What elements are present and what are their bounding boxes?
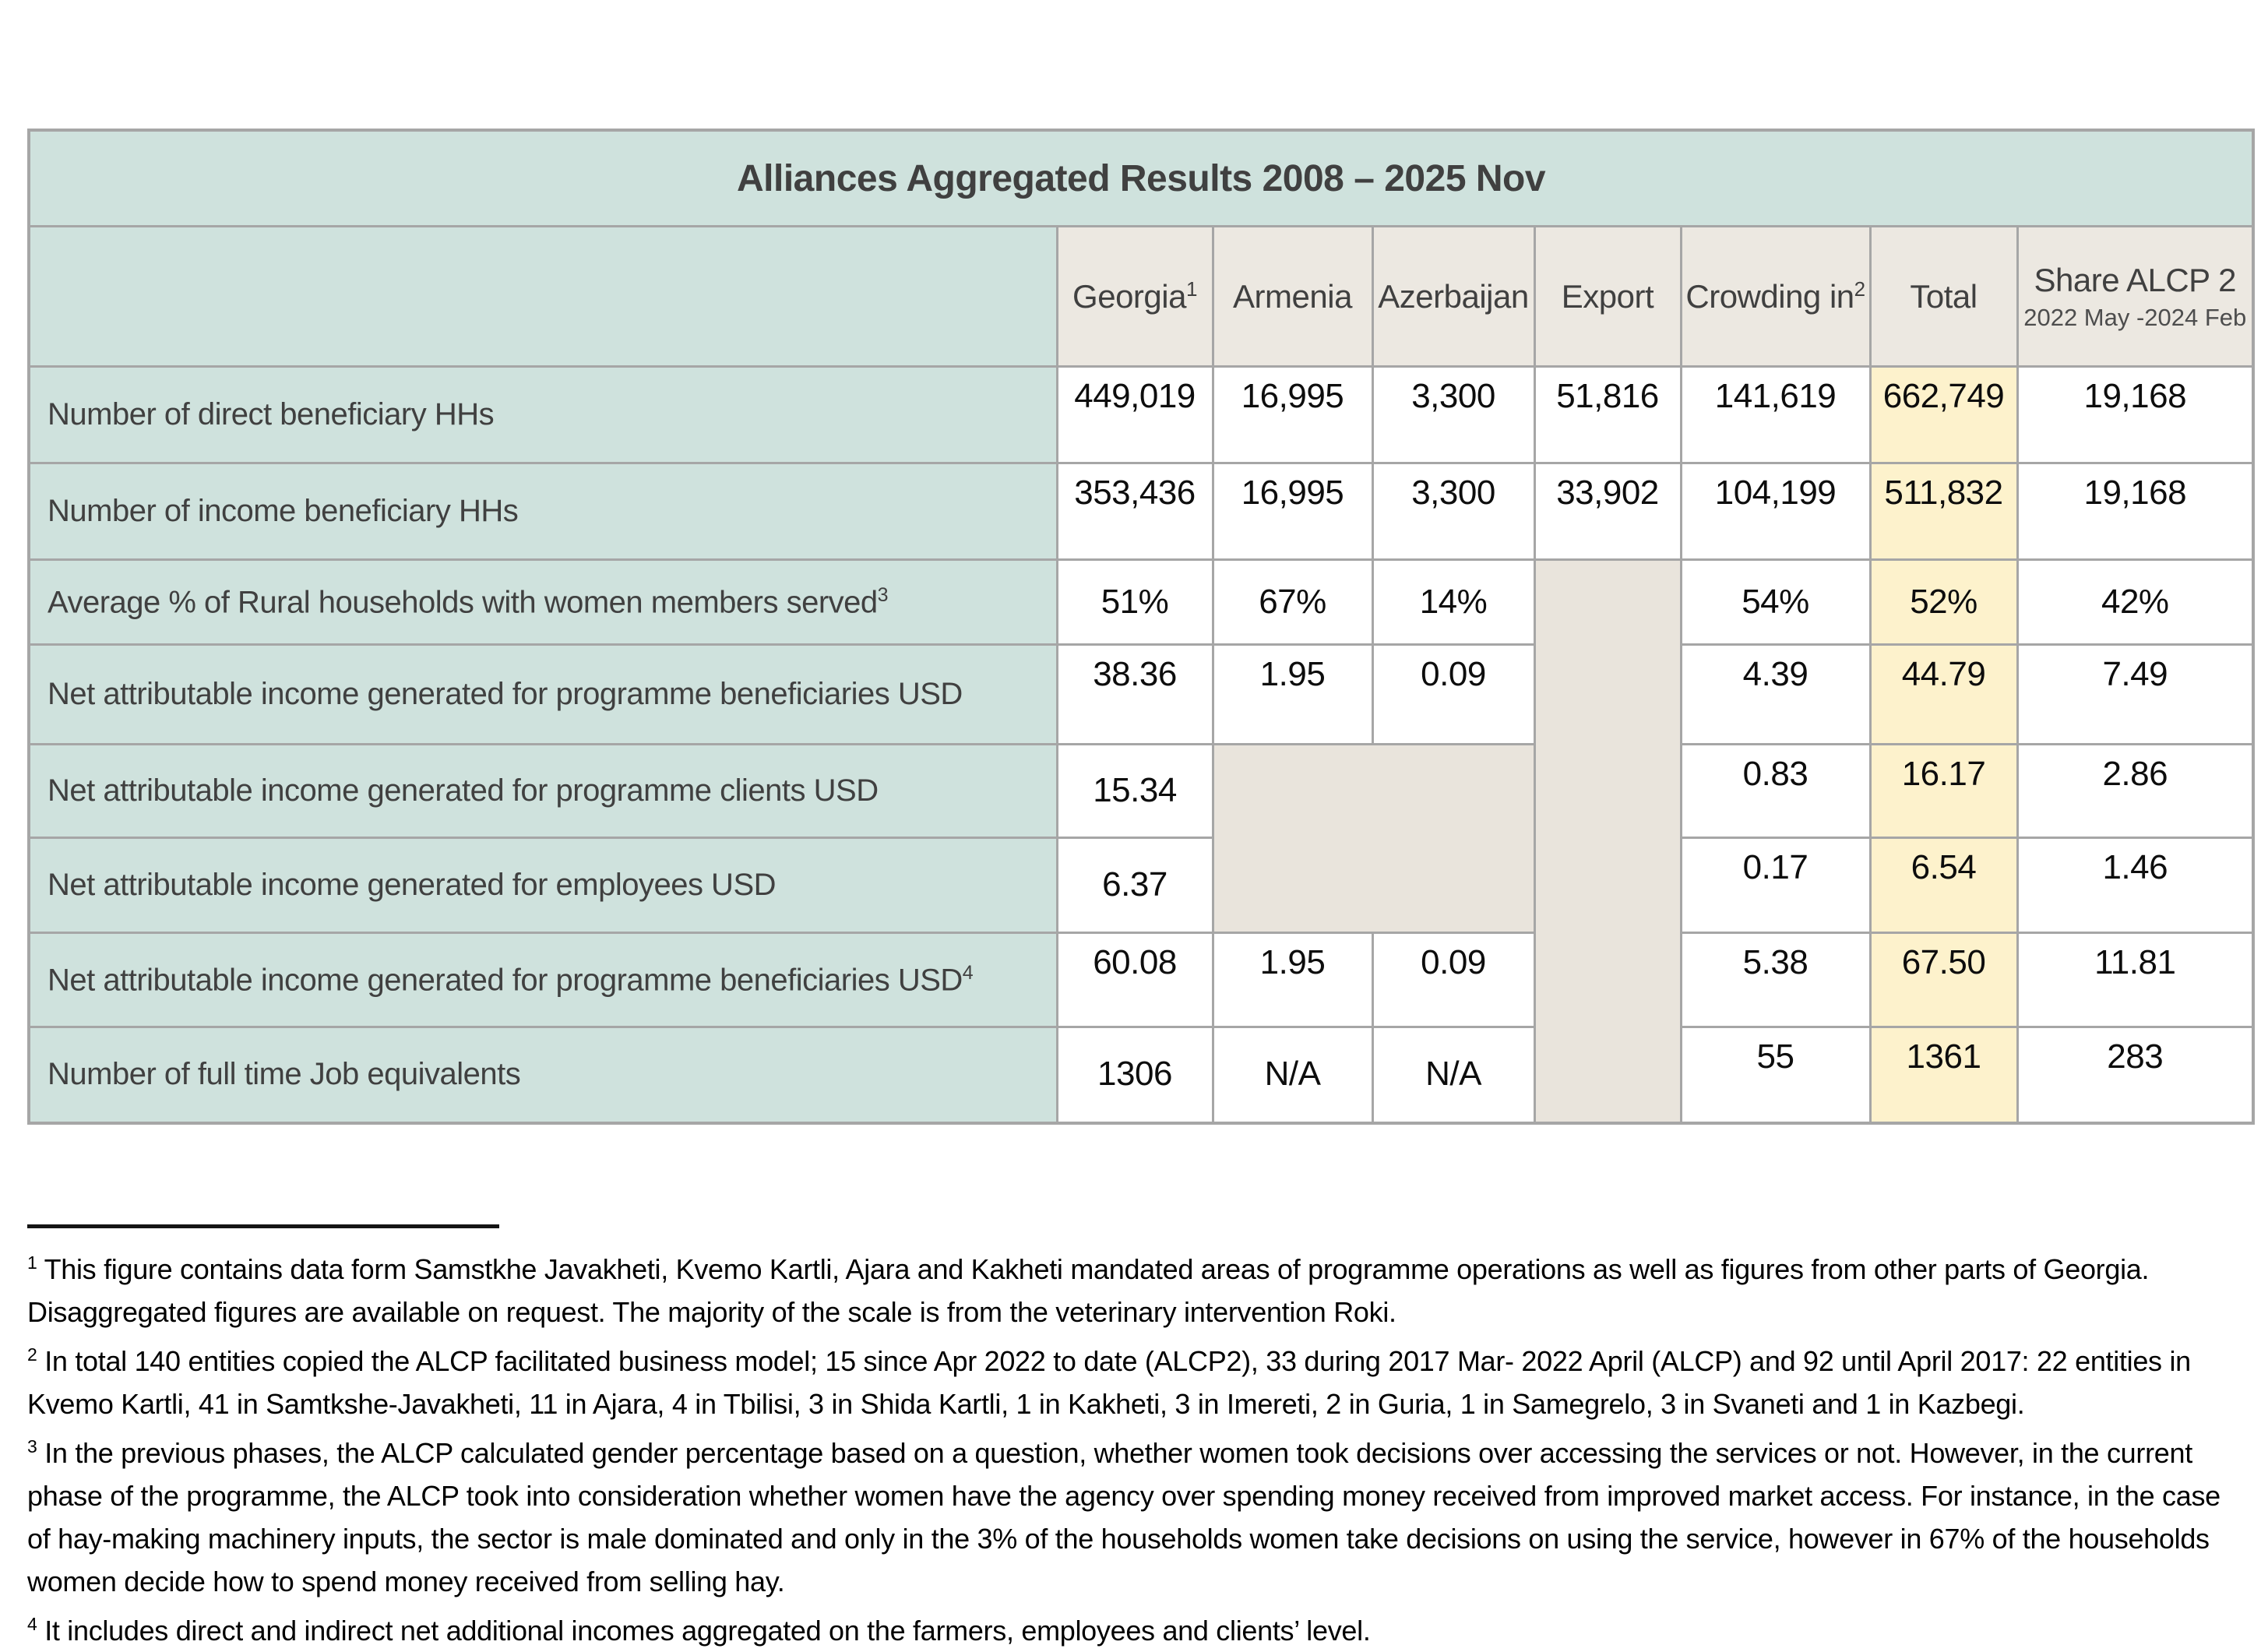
cell-share: 2.86	[2016, 743, 2255, 839]
header-export: Export	[1533, 225, 1682, 368]
cell-azerbaijan: 3,300	[1371, 365, 1536, 464]
cell-share: 42%	[2016, 558, 2255, 646]
cell-crowding: 5.38	[1679, 932, 1872, 1028]
cell-export-merged-empty	[1533, 558, 1682, 1124]
footnote-3-number: 3	[27, 1436, 37, 1457]
footnote-ref-4: 4	[962, 961, 974, 984]
cell-share: 19,168	[2016, 365, 2255, 464]
cell-armenia: 1.95	[1211, 643, 1374, 745]
cell-azerbaijan: 0.09	[1371, 643, 1536, 745]
cell-total: 44.79	[1868, 643, 2019, 745]
cell-total: 1361	[1868, 1026, 2019, 1124]
table-row: Number of direct beneficiary HHs 449,019…	[27, 365, 2255, 464]
cell-georgia: 15.34	[1055, 743, 1214, 839]
cell-share: 1.46	[2016, 837, 2255, 934]
cell-armenia-azerbaijan-merged-empty	[1211, 743, 1536, 934]
row-label-avg-rural-households-women: Average % of Rural households with women…	[27, 558, 1058, 646]
cell-georgia: 51%	[1055, 558, 1214, 646]
row-label-net-income-beneficiaries-4: Net attributable income generated for pr…	[27, 932, 1058, 1028]
footnote-3-text: In the previous phases, the ALCP calcula…	[27, 1437, 2220, 1597]
cell-total: 6.54	[1868, 837, 2019, 934]
table-row: Net attributable income generated for pr…	[27, 643, 2255, 745]
header-row: Georgia1 Armenia Azerbaijan Export Crowd…	[27, 225, 2255, 368]
table-row: Average % of Rural households with women…	[27, 558, 2255, 1124]
footnote-separator-line	[27, 1224, 499, 1228]
cell-crowding: 4.39	[1679, 643, 1872, 745]
header-armenia: Armenia	[1211, 225, 1374, 368]
cell-crowding: 54%	[1679, 558, 1872, 646]
cell-azerbaijan: 14%	[1371, 558, 1536, 646]
cell-georgia: 353,436	[1055, 462, 1214, 561]
cell-crowding: 104,199	[1679, 462, 1872, 561]
table-row: Net attributable income generated for pr…	[27, 932, 2255, 1028]
cell-total: 52%	[1868, 558, 2019, 646]
footnote-1-text: This figure contains data form Samstkhe …	[27, 1253, 2150, 1328]
aggregated-results-table: Alliances Aggregated Results 2008 – 2025…	[27, 129, 2256, 1125]
header-azerbaijan: Azerbaijan	[1371, 225, 1536, 368]
document-page: { "title": "Alliances Aggregated Results…	[27, 129, 2256, 1647]
cell-crowding: 141,619	[1679, 365, 1872, 464]
cell-georgia: 60.08	[1055, 932, 1214, 1028]
header-georgia: Georgia1	[1055, 225, 1214, 368]
table-row: Net attributable income generated for pr…	[27, 743, 2255, 934]
cell-georgia: 38.36	[1055, 643, 1214, 745]
row-label-net-income-beneficiaries: Net attributable income generated for pr…	[27, 643, 1058, 745]
header-share-alcp2: Share ALCP 2 2022 May -2024 Feb	[2016, 225, 2255, 368]
cell-total: 662,749	[1868, 365, 2019, 464]
cell-armenia: N/A	[1211, 1026, 1374, 1124]
share-alcp2-period: 2022 May -2024 Feb	[2023, 303, 2247, 331]
cell-share: 7.49	[2016, 643, 2255, 745]
footnote-2: 2 In total 140 entities copied the ALCP …	[27, 1333, 2247, 1425]
header-total: Total	[1868, 225, 2019, 368]
footnote-3: 3 In the previous phases, the ALCP calcu…	[27, 1425, 2247, 1603]
cell-armenia: 67%	[1211, 558, 1374, 646]
cell-crowding: 0.83	[1679, 743, 1872, 839]
header-crowding-in: Crowding in2	[1679, 225, 1872, 368]
cell-armenia: 1.95	[1211, 932, 1374, 1028]
table-title: Alliances Aggregated Results 2008 – 2025…	[27, 129, 2255, 227]
footnote-2-text: In total 140 entities copied the ALCP fa…	[27, 1345, 2191, 1420]
header-empty-cell	[27, 225, 1058, 368]
footnote-4-text: It includes direct and indirect net addi…	[44, 1615, 1371, 1647]
footnote-4-number: 4	[27, 1614, 37, 1634]
footnotes-section: 1 This figure contains data form Samstkh…	[27, 1242, 2247, 1652]
cell-georgia: 1306	[1055, 1026, 1214, 1124]
cell-total: 67.50	[1868, 932, 2019, 1028]
footnote-ref-2: 2	[1854, 277, 1865, 301]
cell-azerbaijan: 0.09	[1371, 932, 1536, 1028]
cell-crowding: 0.17	[1679, 837, 1872, 934]
cell-armenia: 16,995	[1211, 365, 1374, 464]
cell-export: 51,816	[1533, 365, 1682, 464]
footnote-4: 4 It includes direct and indirect net ad…	[27, 1603, 2247, 1652]
cell-azerbaijan: 3,300	[1371, 462, 1536, 561]
cell-total: 511,832	[1868, 462, 2019, 561]
footnote-ref-3: 3	[877, 583, 889, 606]
row-label-fulltime-job-equivalents: Number of full time Job equivalents	[27, 1026, 1058, 1124]
cell-georgia: 449,019	[1055, 365, 1214, 464]
cell-azerbaijan: N/A	[1371, 1026, 1536, 1124]
cell-crowding: 55	[1679, 1026, 1872, 1124]
cell-armenia: 16,995	[1211, 462, 1374, 561]
row-label-net-income-clients: Net attributable income generated for pr…	[27, 743, 1058, 839]
cell-share: 19,168	[2016, 462, 2255, 561]
row-label-net-income-employees: Net attributable income generated for em…	[27, 837, 1058, 934]
table-row: Number of full time Job equivalents 1306…	[27, 1026, 2255, 1124]
cell-share: 11.81	[2016, 932, 2255, 1028]
footnote-ref-1: 1	[1185, 277, 1197, 301]
footnote-1-number: 1	[27, 1252, 37, 1273]
table-row: Number of income beneficiary HHs 353,436…	[27, 462, 2255, 561]
table-row: Net attributable income generated for em…	[27, 837, 2255, 934]
row-label-direct-beneficiary-hhs: Number of direct beneficiary HHs	[27, 365, 1058, 464]
row-label-income-beneficiary-hhs: Number of income beneficiary HHs	[27, 462, 1058, 561]
cell-georgia: 6.37	[1055, 837, 1214, 934]
results-table-wrap: Alliances Aggregated Results 2008 – 2025…	[27, 129, 2256, 1125]
cell-share: 283	[2016, 1026, 2255, 1124]
footnote-2-number: 2	[27, 1344, 37, 1365]
cell-total: 16.17	[1868, 743, 2019, 839]
footnote-1: 1 This figure contains data form Samstkh…	[27, 1242, 2247, 1333]
cell-export: 33,902	[1533, 462, 1682, 561]
